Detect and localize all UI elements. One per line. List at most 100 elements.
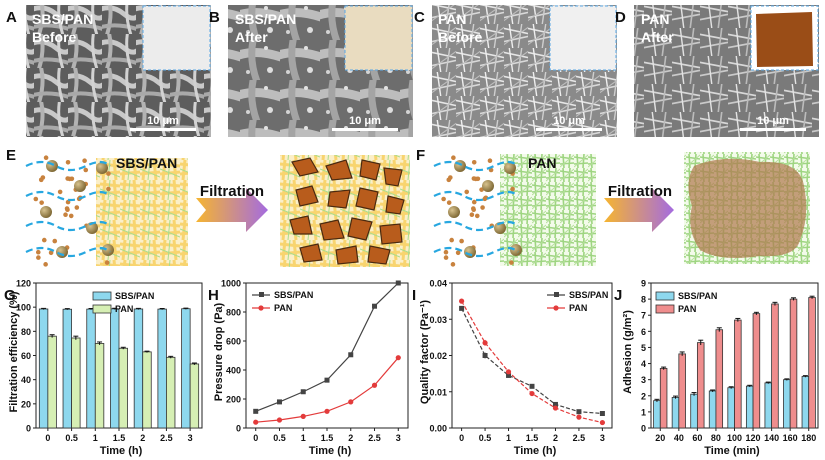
x-tick-label: 0.5 — [65, 433, 78, 443]
fine-particle — [36, 255, 41, 260]
fine-particle — [471, 199, 477, 205]
bar — [678, 353, 686, 429]
airflow-line — [25, 220, 111, 232]
data-point — [459, 298, 465, 304]
chart-filtration-efficiency: G Filtration efficiency (%) Time (h) 020… — [4, 279, 203, 457]
bar — [181, 308, 191, 429]
y-tick-label: 1000 — [221, 279, 241, 289]
panel-letter: F — [416, 147, 425, 164]
inset-photo — [549, 5, 617, 71]
fine-particle — [65, 159, 71, 165]
fine-particle — [48, 250, 54, 256]
y-tick-label: 3 — [641, 375, 646, 385]
scale-bar — [332, 128, 398, 131]
particle-flake — [355, 187, 379, 211]
x-tick-label: 20 — [655, 433, 665, 443]
fine-particle — [474, 213, 480, 219]
x-axis-label: Time (h) — [514, 445, 557, 457]
x-axis-label: Time (h) — [309, 445, 352, 457]
fine-particle — [443, 255, 449, 260]
fine-particle — [74, 205, 80, 210]
data-point — [253, 419, 259, 425]
x-tick-label: 2 — [553, 433, 558, 443]
y-tick-label: 1 — [641, 407, 646, 417]
y-tick-label: 0.01 — [429, 387, 447, 397]
x-tick-label: 1.5 — [113, 433, 126, 443]
fine-particle — [35, 249, 41, 255]
chart-quality-factor: I Quality factor (Pa⁻¹) Time (h) 0.00 0.0… — [412, 279, 613, 457]
y-axis-label: Pressure drop (Pa) — [213, 302, 225, 401]
y-tick-label: 600 — [226, 337, 241, 347]
bar — [118, 347, 128, 429]
panel-label-line2: After — [641, 29, 674, 45]
fine-particle — [67, 176, 72, 182]
bar — [764, 382, 773, 429]
bar — [745, 385, 754, 429]
data-point — [324, 408, 330, 414]
fine-particle — [469, 212, 475, 218]
data-point — [300, 389, 306, 395]
fine-particle — [63, 212, 68, 218]
y-tick-label: 0.02 — [429, 351, 447, 361]
coarse-particle — [74, 180, 86, 192]
y-tick-label: 2 — [641, 391, 646, 401]
fine-particle — [41, 237, 47, 243]
y-tick-label: 40 — [21, 375, 31, 385]
series-line — [461, 308, 603, 415]
particle-flake — [367, 245, 391, 265]
fine-particle — [106, 186, 111, 192]
panel-D: 10 μm D PAN After — [615, 5, 819, 137]
legend-marker — [553, 305, 559, 311]
particle-flake — [379, 223, 403, 245]
fine-particle — [52, 238, 58, 244]
particle-flake — [291, 157, 319, 177]
scale-label: 10 μm — [757, 115, 789, 127]
fine-particle — [39, 200, 44, 205]
y-tick-label: 20 — [21, 399, 31, 409]
bar — [157, 308, 167, 429]
data-point — [599, 411, 605, 416]
fine-particle — [448, 175, 453, 180]
bar — [38, 308, 49, 429]
bar — [789, 298, 798, 429]
coarse-particle — [482, 180, 494, 192]
panel-letter: I — [412, 287, 416, 304]
data-point — [552, 405, 559, 411]
panel-letter: B — [209, 9, 220, 26]
y-axis-label: Filtration efficiency (%) — [8, 291, 20, 412]
data-point — [576, 414, 582, 420]
fine-particle — [83, 167, 89, 173]
panel-label-line2: After — [235, 29, 268, 45]
particle-flake — [295, 185, 319, 207]
data-point — [505, 369, 512, 375]
chart-adhesion: J Adhesion (g/m²) Time (min) 0 1 2 3 4 5 6 7 8 9 2… — [614, 279, 819, 457]
x-tick-label: 0.5 — [273, 433, 286, 443]
fine-particle — [449, 237, 454, 243]
bar — [71, 337, 81, 429]
data-point — [253, 408, 259, 414]
data-point — [348, 399, 354, 405]
x-tick-label: 0.5 — [479, 433, 492, 443]
data-point — [371, 382, 378, 388]
particle-flake — [335, 245, 359, 265]
fine-particle — [441, 196, 446, 202]
bar — [86, 308, 96, 429]
panel-label-line2: Before — [32, 29, 77, 45]
bar — [727, 387, 735, 429]
chart-pressure-drop: H Pressure drop (Pa) Time (h) 0 200 400 600… — [208, 279, 409, 457]
scale-bar — [536, 128, 602, 131]
data-point — [324, 377, 330, 383]
y-tick-label: 9 — [641, 279, 646, 289]
fine-particle — [510, 186, 515, 192]
inset-brown-membrane — [756, 12, 813, 67]
y-tick-label: 0 — [26, 424, 31, 434]
fine-particle — [43, 155, 49, 161]
panel-B: 10 μm B SBS/PAN After — [209, 5, 413, 137]
bar — [696, 342, 705, 429]
panel-letter: G — [4, 287, 16, 304]
data-point — [372, 303, 378, 309]
y-tick-label: 4 — [641, 359, 646, 369]
bar — [708, 390, 717, 429]
data-point — [395, 355, 401, 361]
x-tick-label: 160 — [783, 433, 798, 443]
